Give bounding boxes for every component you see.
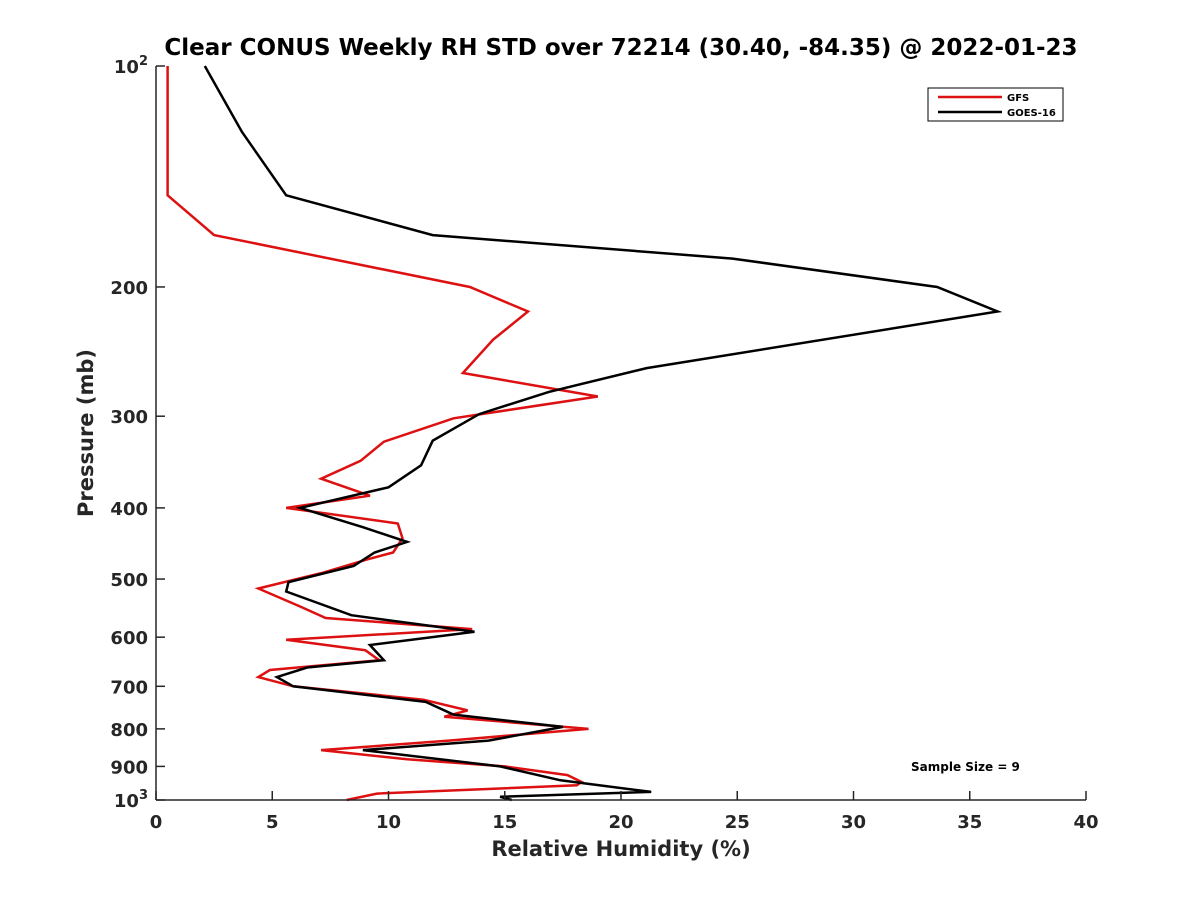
x-tick-label: 20 bbox=[608, 812, 633, 833]
legend-label-gfs: GFS bbox=[1007, 93, 1029, 104]
y-tick-label: 300 bbox=[110, 407, 148, 428]
legend-box bbox=[927, 87, 1064, 122]
x-tick-label: 40 bbox=[1073, 812, 1098, 833]
series-line-gfs bbox=[166, 66, 599, 802]
y-tick-label: 700 bbox=[110, 677, 148, 698]
y-tick-label: 103 bbox=[114, 788, 148, 812]
y-tick-label: 800 bbox=[110, 720, 148, 741]
x-tick-label: 30 bbox=[841, 812, 866, 833]
x-tick-label: 5 bbox=[266, 812, 279, 833]
y-tick-label: 200 bbox=[110, 278, 148, 299]
series-line-goes16 bbox=[203, 65, 1003, 802]
y-tick-label: 500 bbox=[110, 570, 148, 591]
axes-layer bbox=[155, 66, 1086, 801]
x-tick-label: 25 bbox=[725, 812, 750, 833]
x-ticks: 0 5 10 15 20 25 30 35 40 bbox=[150, 791, 1099, 833]
legend: GFS GOES-16 bbox=[927, 87, 1064, 122]
x-tick-label: 35 bbox=[957, 812, 982, 833]
y-tick-label: 102 bbox=[114, 54, 148, 78]
series-layer bbox=[166, 65, 1003, 802]
x-axis-label: Relative Humidity (%) bbox=[491, 837, 750, 861]
y-tick-label: 400 bbox=[110, 499, 148, 520]
sample-size-annotation: Sample Size = 9 bbox=[911, 760, 1020, 774]
x-tick-label: 10 bbox=[376, 812, 401, 833]
y-axis-label: Pressure (mb) bbox=[74, 349, 98, 517]
x-tick-label: 0 bbox=[150, 812, 163, 833]
chart-title: Clear CONUS Weekly RH STD over 72214 (30… bbox=[164, 35, 1077, 61]
legend-label-goes16: GOES-16 bbox=[1007, 108, 1056, 119]
y-ticks: 102 200 300 400 500 600 700 800 900 103 bbox=[110, 54, 165, 812]
y-tick-label: 600 bbox=[110, 628, 148, 649]
x-tick-label: 15 bbox=[492, 812, 517, 833]
y-tick-label: 900 bbox=[110, 757, 148, 778]
